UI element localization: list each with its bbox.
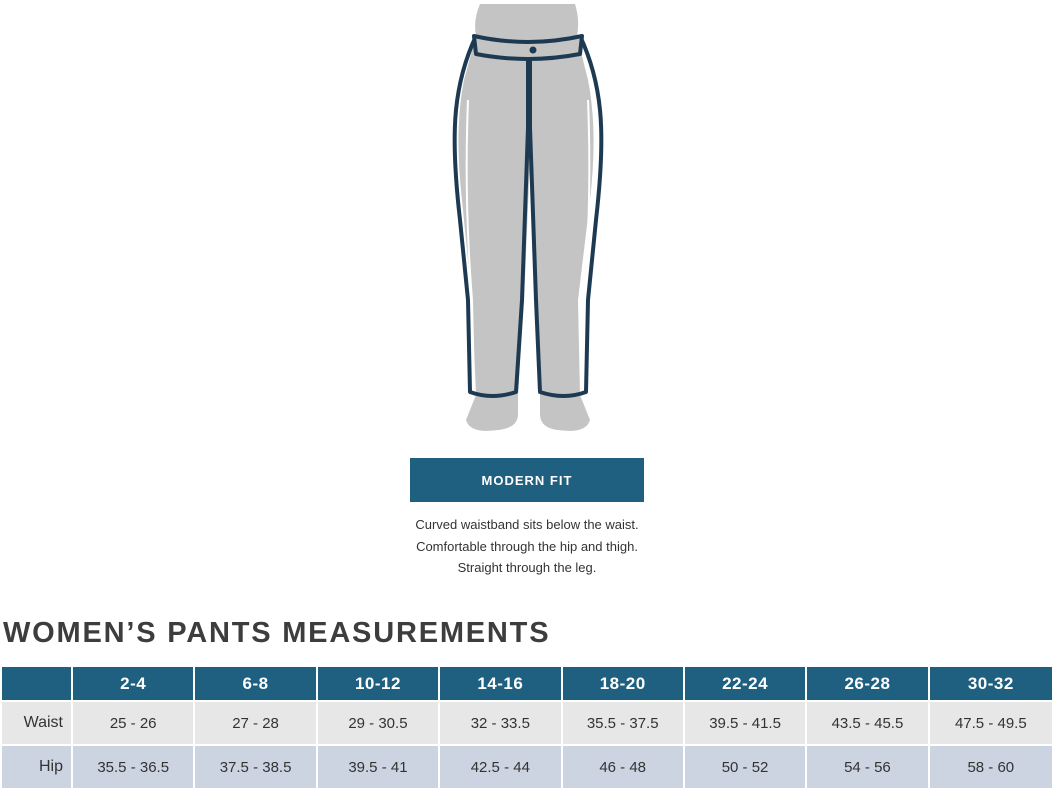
table-cell: 54 - 56 (807, 744, 930, 788)
size-header: 18-20 (562, 667, 685, 700)
table-cell: 39.5 - 41.5 (684, 700, 808, 744)
waist-row: Waist 25 - 26 27 - 28 29 - 30.5 32 - 33.… (2, 700, 1052, 744)
pants-figure-icon (440, 0, 620, 440)
pants-inner-seam-right (581, 99, 591, 389)
table-corner-cell (2, 667, 73, 700)
row-label: Waist (2, 700, 73, 744)
size-header: 30-32 (929, 667, 1052, 700)
pants-waistband (472, 34, 584, 61)
table-cell: 43.5 - 45.5 (807, 700, 930, 744)
table-cell: 25 - 26 (73, 700, 196, 744)
table-cell: 32 - 33.5 (440, 700, 563, 744)
pants-illustration (452, 4, 604, 431)
size-header: 22-24 (684, 667, 808, 700)
fit-banner: MODERN FIT (410, 458, 644, 502)
measurements-title: WOMEN’S PANTS MEASUREMENTS (3, 617, 551, 649)
pants-inner-seam-left (465, 99, 475, 389)
row-label: Hip (2, 744, 73, 788)
table-cell: 58 - 60 (929, 744, 1052, 788)
table-cell: 35.5 - 37.5 (562, 700, 685, 744)
table-cell: 39.5 - 41 (317, 744, 441, 788)
pants-fly (526, 57, 531, 129)
table-cell: 42.5 - 44 (440, 744, 563, 788)
fit-description-line: Straight through the leg. (457, 560, 597, 575)
size-header: 14-16 (440, 667, 563, 700)
size-header: 6-8 (195, 667, 318, 700)
pants-right-leg (528, 35, 604, 398)
pants-left-leg (452, 35, 530, 398)
table-cell: 37.5 - 38.5 (195, 744, 318, 788)
table-cell: 27 - 28 (195, 700, 318, 744)
pants-button (529, 46, 537, 54)
fit-description-line: Comfortable through the hip and thigh. (416, 538, 638, 554)
table-cell: 50 - 52 (684, 744, 808, 788)
fit-description-line: Curved waistband sits below the waist. (415, 517, 639, 532)
table-cell: 35.5 - 36.5 (73, 744, 196, 788)
table-cell: 46 - 48 (562, 744, 685, 788)
size-header-row: 2-4 6-8 10-12 14-16 18-20 22-24 26-28 30… (2, 667, 1052, 700)
size-header: 10-12 (317, 667, 441, 700)
hip-row: Hip 35.5 - 36.5 37.5 - 38.5 39.5 - 41 42… (2, 744, 1052, 788)
fit-description: Curved waistband sits below the waist. C… (327, 514, 727, 579)
table-cell: 47.5 - 49.5 (929, 700, 1052, 744)
measurements-table: 2-4 6-8 10-12 14-16 18-20 22-24 26-28 30… (2, 667, 1052, 788)
size-header: 26-28 (807, 667, 930, 700)
size-header: 2-4 (73, 667, 196, 700)
table-cell: 29 - 30.5 (317, 700, 441, 744)
